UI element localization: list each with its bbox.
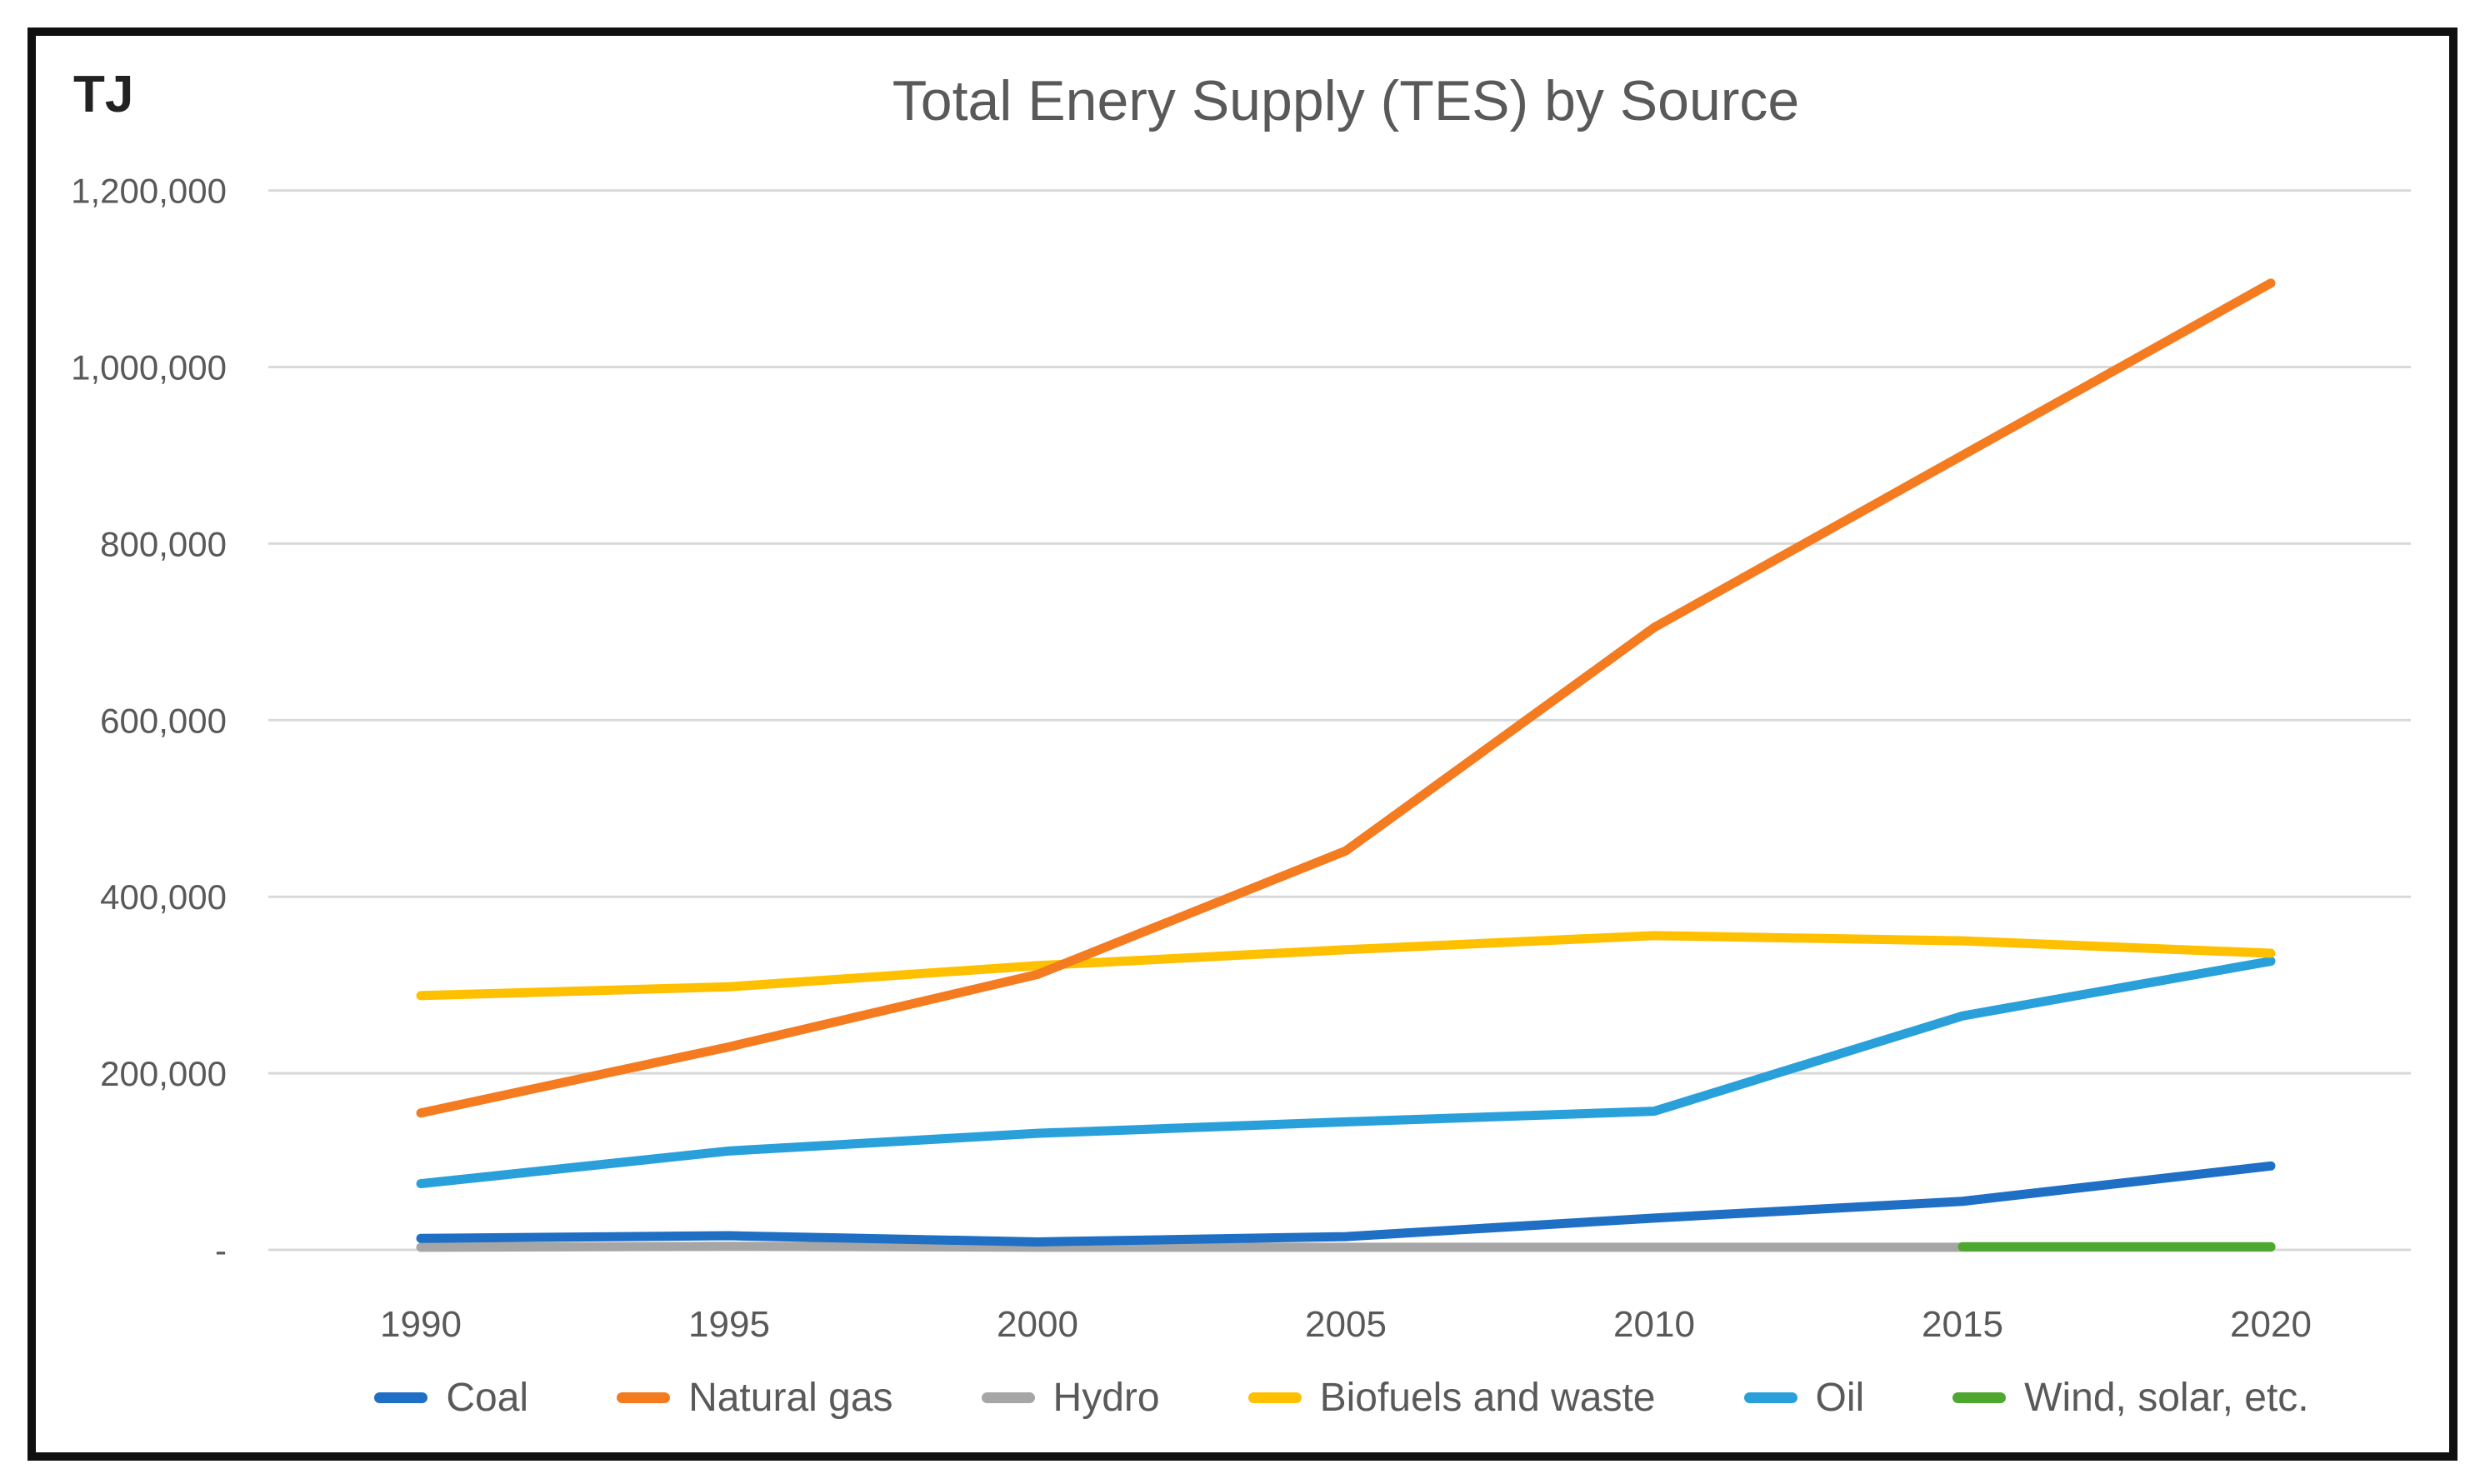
y-axis-unit-label: TJ xyxy=(73,66,134,123)
legend-item-biofuels-and-waste: Biofuels and waste xyxy=(1248,1375,1656,1421)
legend-swatch-wind-solar-etc xyxy=(1952,1392,2007,1403)
x-axis-tick-label: 2005 xyxy=(1305,1304,1387,1345)
legend-swatch-biofuels-and-waste xyxy=(1248,1392,1302,1403)
y-axis-tick-label: 400,000 xyxy=(100,877,227,917)
legend-label: Oil xyxy=(1815,1376,1865,1420)
legend-swatch-natural-gas xyxy=(617,1392,671,1403)
legend-swatch-hydro xyxy=(981,1392,1035,1403)
legend-item-oil: Oil xyxy=(1743,1375,1865,1421)
x-axis-tick-label: 2015 xyxy=(1922,1304,2003,1345)
chart-title: Total Enery Supply (TES) by Source xyxy=(892,69,1800,132)
legend-swatch-coal xyxy=(374,1392,428,1403)
legend-label: Coal xyxy=(446,1376,529,1420)
legend-label: Natural gas xyxy=(688,1376,893,1420)
x-axis-tick-label: 1995 xyxy=(688,1304,770,1345)
legend-label: Hydro xyxy=(1052,1376,1160,1420)
y-axis-tick-label: - xyxy=(215,1231,227,1270)
x-axis-tick-label: 2010 xyxy=(1613,1304,1695,1345)
x-axis-tick-label: 2000 xyxy=(997,1304,1078,1345)
series-line-coal xyxy=(416,1161,2276,1247)
y-axis-tick-label: 1,200,000 xyxy=(71,172,227,211)
x-axis-tick-label: 1990 xyxy=(380,1304,462,1345)
series-line-oil xyxy=(416,957,2276,1189)
legend-item-coal: Coal xyxy=(374,1375,528,1421)
series-line-natural-gas xyxy=(416,278,2276,1118)
legend-label: Biofuels and waste xyxy=(1319,1376,1656,1420)
legend-label: Wind, solar, etc. xyxy=(2024,1376,2309,1420)
y-axis-tick-label: 1,000,000 xyxy=(71,348,227,387)
chart-border-frame xyxy=(28,27,2458,1461)
legend: Coal Natural gas Hydro Biofuels and waste Oi… xyxy=(275,1375,2408,1421)
y-axis-tick-label: 600,000 xyxy=(100,701,227,740)
x-axis-tick-label: 2020 xyxy=(2230,1304,2312,1345)
legend-item-wind-solar-etc: Wind, solar, etc. xyxy=(1952,1375,2309,1421)
legend-swatch-oil xyxy=(1743,1392,1798,1403)
legend-item-natural-gas: Natural gas xyxy=(617,1375,893,1421)
series-line-biofuels-and-waste xyxy=(416,931,2276,1001)
y-axis-tick-label: 800,000 xyxy=(100,524,227,563)
legend-item-hydro: Hydro xyxy=(981,1375,1160,1421)
y-axis-tick-label: 200,000 xyxy=(100,1054,227,1093)
